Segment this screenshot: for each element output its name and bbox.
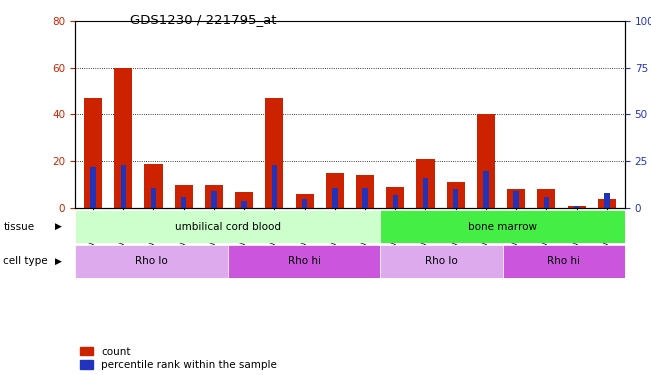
Bar xyxy=(84,98,102,208)
Bar xyxy=(205,185,223,208)
Bar xyxy=(296,194,314,208)
Text: ▶: ▶ xyxy=(55,222,62,231)
Bar xyxy=(393,195,398,208)
Bar xyxy=(363,188,368,208)
Bar xyxy=(356,176,374,208)
Bar xyxy=(242,201,247,208)
Text: umbilical cord blood: umbilical cord blood xyxy=(174,222,281,231)
Bar xyxy=(75,245,228,278)
Bar xyxy=(326,173,344,208)
Text: tissue: tissue xyxy=(3,222,35,231)
Text: bone marrow: bone marrow xyxy=(468,222,537,231)
Bar xyxy=(503,245,625,278)
Bar xyxy=(380,210,625,243)
Bar xyxy=(507,189,525,208)
Bar xyxy=(574,206,579,208)
Text: ▶: ▶ xyxy=(55,257,62,266)
Bar xyxy=(422,178,428,208)
Bar xyxy=(265,98,283,208)
Bar xyxy=(228,245,380,278)
Bar xyxy=(544,197,549,208)
Bar xyxy=(483,171,489,208)
Bar xyxy=(271,165,277,208)
Text: Rho lo: Rho lo xyxy=(425,256,458,266)
Bar xyxy=(75,210,380,243)
Bar xyxy=(477,114,495,208)
Bar xyxy=(145,164,163,208)
Text: Rho hi: Rho hi xyxy=(288,256,320,266)
Bar xyxy=(90,167,96,208)
Text: Rho hi: Rho hi xyxy=(547,256,580,266)
Bar xyxy=(417,159,434,208)
Bar xyxy=(604,193,609,208)
Text: GDS1230 / 221795_at: GDS1230 / 221795_at xyxy=(130,13,277,26)
Bar xyxy=(453,189,458,208)
Bar xyxy=(211,191,217,208)
Bar xyxy=(447,182,465,208)
Bar xyxy=(514,191,519,208)
Text: cell type: cell type xyxy=(3,256,48,266)
Bar xyxy=(151,188,156,208)
Bar xyxy=(235,192,253,208)
Bar xyxy=(537,189,555,208)
Text: Rho lo: Rho lo xyxy=(135,256,168,266)
Bar xyxy=(332,188,337,208)
Legend: count, percentile rank within the sample: count, percentile rank within the sample xyxy=(80,346,277,370)
Bar xyxy=(174,185,193,208)
Bar xyxy=(114,68,132,208)
Bar xyxy=(302,199,307,208)
Bar xyxy=(598,199,616,208)
Bar xyxy=(120,165,126,208)
Bar xyxy=(380,245,503,278)
Bar xyxy=(386,187,404,208)
Bar xyxy=(568,206,586,208)
Bar xyxy=(181,197,186,208)
